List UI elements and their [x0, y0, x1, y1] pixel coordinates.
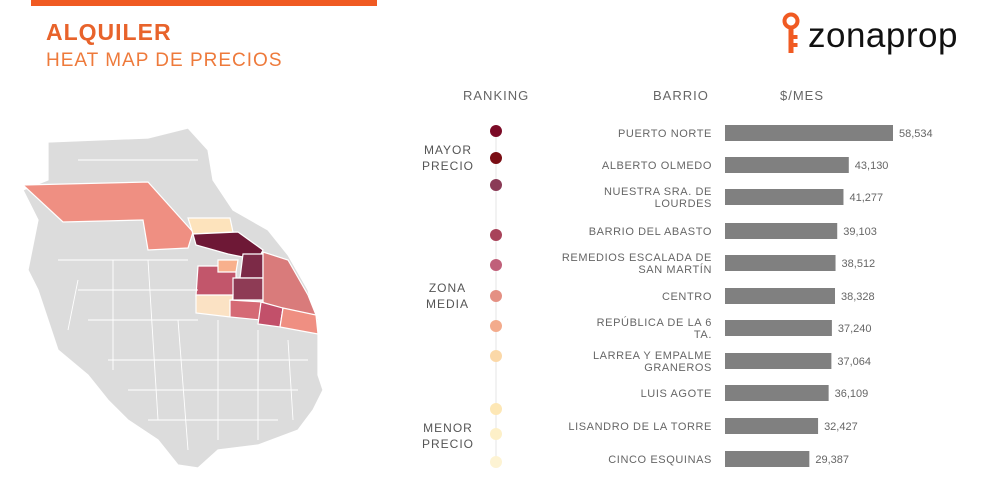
- category-label: TA.: [694, 329, 712, 341]
- price-bar: [725, 189, 844, 205]
- zone-label-low: MENOR PRECIO: [422, 420, 474, 452]
- price-bar: [725, 223, 838, 239]
- page-title: ALQUILER: [46, 19, 172, 45]
- zone-label-mid: ZONA MEDIA: [426, 280, 469, 312]
- ranking-dot: [490, 259, 502, 271]
- zone-label-mid-line2: MEDIA: [426, 297, 470, 311]
- category-label: PUERTO NORTE: [618, 128, 712, 140]
- price-bar: [725, 320, 832, 336]
- category-label: REMEDIOS ESCALADA DE: [562, 252, 712, 264]
- price-bar: [725, 451, 810, 467]
- column-header-price: $/MES: [780, 88, 825, 103]
- ranking-dot: [490, 229, 502, 241]
- column-header-barrio: BARRIO: [653, 88, 709, 103]
- column-header-ranking: RANKING: [463, 88, 530, 103]
- category-label: GRANEROS: [644, 362, 712, 374]
- price-value-label: 38,512: [842, 258, 876, 270]
- category-label: CINCO ESQUINAS: [608, 454, 712, 466]
- price-value-label: 37,064: [837, 356, 871, 368]
- zone-label-low-line2: PRECIO: [422, 437, 475, 451]
- price-value-label: 32,427: [824, 421, 858, 433]
- category-label: SAN MARTÍN: [638, 263, 712, 276]
- ranking-dot: [490, 290, 502, 302]
- ranking-dot: [490, 179, 502, 191]
- map-region-west: [21, 181, 194, 251]
- category-label: LOURDES: [655, 198, 712, 210]
- ranking-dot: [490, 350, 502, 362]
- price-bar: [725, 385, 829, 401]
- category-label: LARREA Y EMPALME: [593, 350, 712, 362]
- price-bar: [725, 353, 832, 369]
- category-label: BARRIO DEL ABASTO: [589, 226, 712, 238]
- price-bar: [725, 125, 893, 141]
- zone-label-high: MAYOR PRECIO: [422, 142, 474, 174]
- map-region-south-east: [279, 307, 319, 335]
- brand-logo: zonaprop: [808, 16, 958, 55]
- ranking-dot: [490, 403, 502, 415]
- price-value-label: 37,240: [838, 323, 872, 335]
- ranking-dot: [490, 152, 502, 164]
- price-value-label: 39,103: [843, 226, 877, 238]
- price-bar: [725, 157, 849, 173]
- price-value-label: 41,277: [849, 192, 883, 204]
- price-value-label: 58,534: [899, 128, 933, 140]
- price-value-label: 29,387: [815, 454, 849, 466]
- location-pin-icon: [782, 12, 800, 53]
- category-label: NUESTRA SRA. DE: [604, 186, 712, 198]
- zone-label-high-line1: MAYOR: [423, 143, 473, 157]
- heat-map: [21, 127, 324, 469]
- zone-label-low-line1: MENOR: [423, 421, 473, 435]
- price-value-label: 43,130: [855, 160, 889, 172]
- category-label: CENTRO: [662, 291, 712, 303]
- map-region-peach: [217, 259, 239, 273]
- category-label: ALBERTO OLMEDO: [602, 160, 712, 172]
- price-bar: [725, 255, 836, 271]
- price-bar: [725, 288, 836, 304]
- zone-label-high-line2: PRECIO: [422, 159, 475, 173]
- ranking-dot: [490, 456, 502, 468]
- price-value-label: 36,109: [835, 388, 869, 400]
- page-subtitle: HEAT MAP DE PRECIOS: [46, 50, 283, 71]
- price-bar: [725, 418, 819, 434]
- category-label: LISANDRO DE LA TORRE: [568, 421, 712, 433]
- price-value-label: 38,328: [841, 291, 875, 303]
- category-label: LUIS AGOTE: [641, 388, 712, 400]
- category-label: REPÚBLICA DE LA 6: [597, 316, 712, 329]
- ranking-dot: [490, 320, 502, 332]
- ranking-dot: [490, 125, 502, 137]
- zone-label-mid-line1: ZONA: [428, 281, 467, 295]
- accent-bar: [31, 0, 377, 6]
- ranking-dot: [490, 428, 502, 440]
